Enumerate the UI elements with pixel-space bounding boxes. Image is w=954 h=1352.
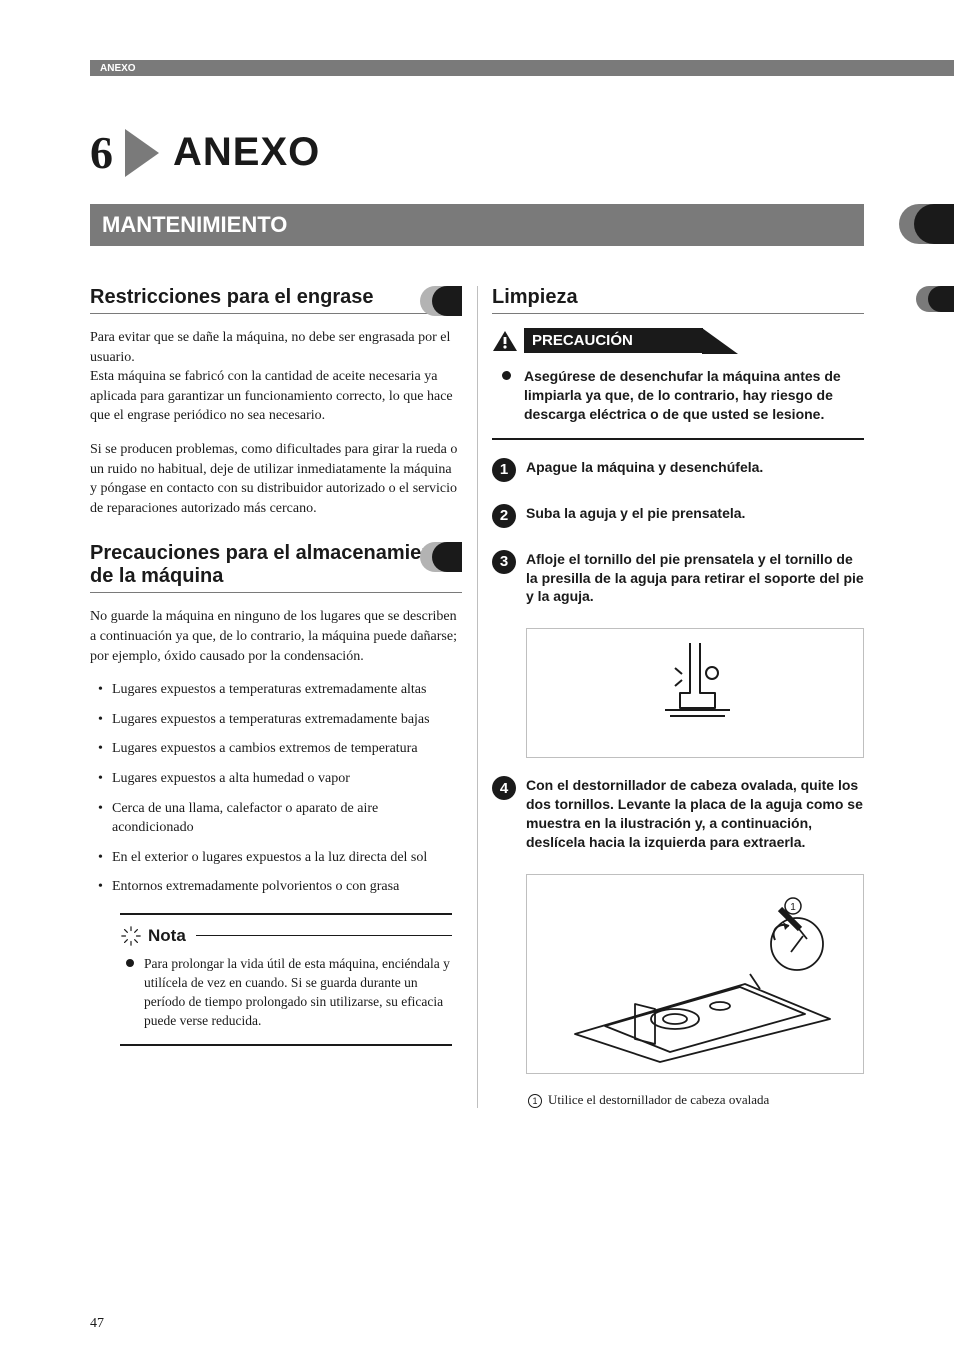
svg-text:1: 1 — [790, 902, 796, 913]
subheading-text: Restricciones para el engrase — [90, 286, 373, 308]
sub-decor-icon — [804, 286, 864, 316]
paragraph: Esta máquina se fabricó con la cantidad … — [90, 367, 462, 426]
list-item: Lugares expuestos a temperaturas extrema… — [112, 710, 462, 730]
page: ANEXO 6 ANEXO MANTENIMIENTO Restriccione… — [0, 0, 954, 1352]
warning-icon — [492, 330, 518, 352]
page-number: 47 — [90, 1316, 104, 1332]
caution-label: PRECAUCIÓN — [524, 328, 703, 353]
step-text: Afloje el tornillo del pie prensatela y … — [526, 550, 864, 607]
step-text: Apague la máquina y desenchúfela. — [526, 458, 763, 482]
subheading-precauciones: Precauciones para el almacenamiento de l… — [90, 542, 462, 593]
note-box: Nota Para prolongar la vida útil de esta… — [120, 913, 452, 1047]
left-column: Restricciones para el engrase Para evita… — [90, 286, 462, 1108]
note-list: Para prolongar la vida útil de esta máqu… — [120, 955, 452, 1031]
caution-text: Asegúrese de desenchufar la máquina ante… — [492, 367, 864, 440]
step-number-badge: 4 — [492, 776, 516, 800]
starburst-icon — [120, 925, 142, 947]
paragraph: Para evitar que se dañe la máquina, no d… — [90, 328, 462, 367]
caption-index: 1 — [528, 1094, 542, 1108]
header-label: ANEXO — [100, 63, 136, 74]
paragraph: No guarde la máquina en ninguno de los l… — [90, 607, 462, 666]
step-1: 1 Apague la máquina y desenchúfela. — [492, 458, 864, 482]
presser-foot-illustration — [620, 638, 770, 748]
note-label: Nota — [148, 926, 186, 946]
subheading-text: Limpieza — [492, 286, 578, 308]
figure-needle-plate: 1 — [526, 874, 864, 1074]
step-number-badge: 3 — [492, 550, 516, 574]
chapter-title: ANEXO — [173, 130, 320, 175]
list-item: Lugares expuestos a temperaturas extrema… — [112, 680, 462, 700]
tab-decor — [884, 204, 954, 244]
step-3: 3 Afloje el tornillo del pie prensatela … — [492, 550, 864, 607]
two-column-layout: Restricciones para el engrase Para evita… — [90, 286, 864, 1108]
chapter-heading: 6 ANEXO — [90, 126, 864, 179]
list-item: Entornos extremadamente polvorientos o c… — [112, 877, 462, 897]
list-item: Cerca de una llama, calefactor o aparato… — [112, 799, 462, 838]
running-header: ANEXO — [90, 60, 864, 76]
section-title: MANTENIMIENTO — [102, 212, 287, 237]
list-item: Lugares expuestos a alta humedad o vapor — [112, 769, 462, 789]
paragraph: Si se producen problemas, como dificulta… — [90, 440, 462, 518]
note-item: Para prolongar la vida útil de esta máqu… — [144, 955, 452, 1031]
subheading-restricciones: Restricciones para el engrase — [90, 286, 462, 314]
step-text: Suba la aguja y el pie prensatela. — [526, 504, 745, 528]
sub-decor-icon — [402, 286, 462, 316]
section-bar: MANTENIMIENTO — [90, 204, 864, 246]
right-column: Limpieza PRECAUCIÓN Asegúrese de desench… — [492, 286, 864, 1108]
list-item: Lugares expuestos a cambios extremos de … — [112, 739, 462, 759]
step-text: Con el destornillador de cabeza ovalada,… — [526, 776, 864, 852]
needle-plate-illustration: 1 — [545, 884, 845, 1064]
caption-text: Utilice el destornillador de cabeza oval… — [548, 1092, 769, 1107]
figure-caption: 1 Utilice el destornillador de cabeza ova… — [528, 1092, 864, 1108]
step-2: 2 Suba la aguja y el pie prensatela. — [492, 504, 864, 528]
caution-header: PRECAUCIÓN — [492, 328, 864, 353]
step-number-badge: 1 — [492, 458, 516, 482]
figure-presser-foot — [526, 628, 864, 758]
chapter-number: 6 — [90, 126, 113, 179]
subheading-limpieza: Limpieza — [492, 286, 864, 314]
subheading-text: Precauciones para el almacenamiento de l… — [90, 542, 452, 587]
column-divider — [477, 286, 478, 1108]
note-heading: Nota — [120, 925, 452, 947]
storage-list: Lugares expuestos a temperaturas extrema… — [90, 680, 462, 897]
list-item: En el exterior o lugares expuestos a la … — [112, 848, 462, 868]
step-4: 4 Con el destornillador de cabeza ovalad… — [492, 776, 864, 852]
step-number-badge: 2 — [492, 504, 516, 528]
arrow-icon — [125, 129, 159, 177]
